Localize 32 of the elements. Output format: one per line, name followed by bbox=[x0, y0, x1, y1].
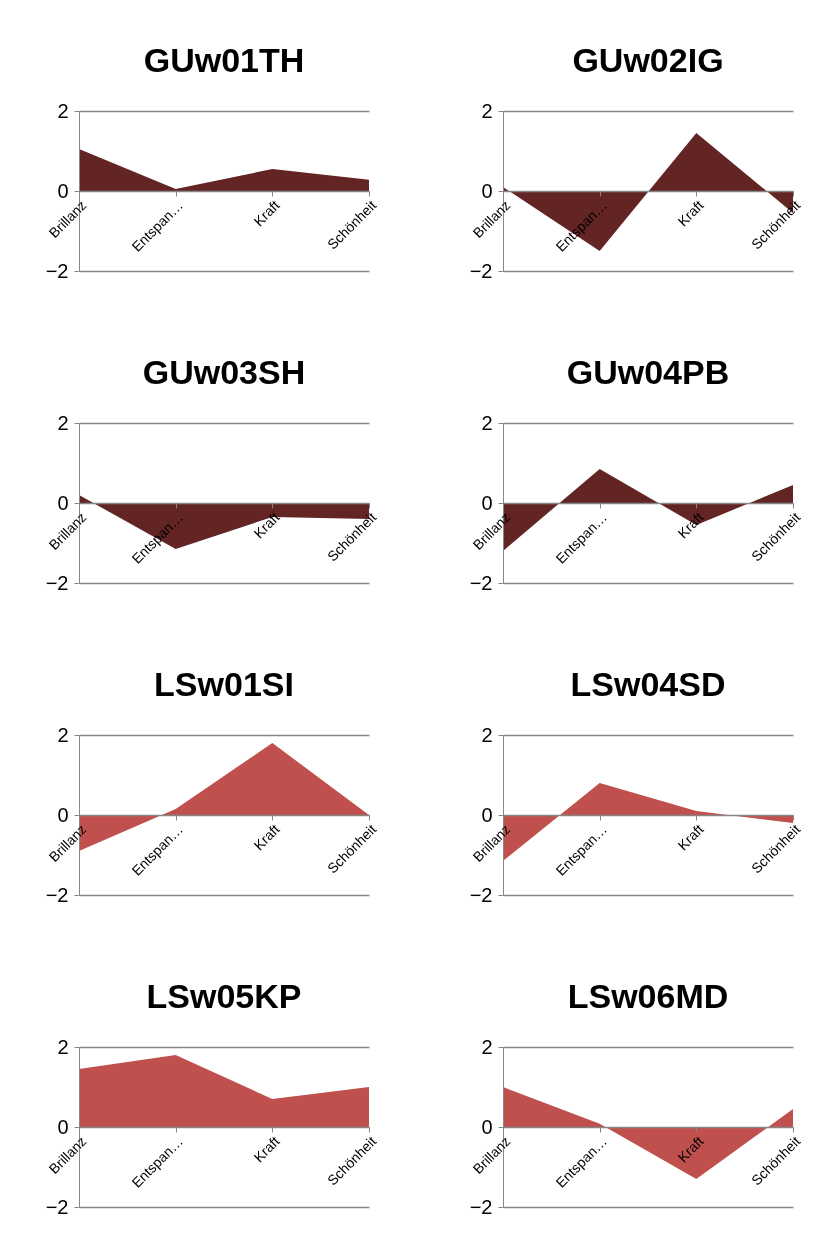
y-tick-label: 2 bbox=[57, 411, 69, 434]
y-tick-label: −2 bbox=[45, 1195, 69, 1218]
y-tick-label: 0 bbox=[481, 491, 493, 514]
y-tick-label: 2 bbox=[481, 411, 493, 434]
chart-title: GUw04PB bbox=[566, 353, 730, 391]
y-tick-label: 2 bbox=[57, 1035, 69, 1058]
y-tick-label: 0 bbox=[57, 491, 69, 514]
chart-title: GUw01TH bbox=[143, 41, 305, 79]
y-tick-label: −2 bbox=[469, 259, 493, 282]
y-tick-label: −2 bbox=[45, 571, 69, 594]
chart-title: GUw03SH bbox=[142, 353, 306, 391]
y-tick-label: 0 bbox=[57, 803, 69, 826]
chart-title: LSw01SI bbox=[154, 665, 294, 703]
y-tick-label: 2 bbox=[481, 723, 493, 746]
y-tick-label: −2 bbox=[469, 571, 493, 594]
y-tick-label: 0 bbox=[57, 1115, 69, 1138]
chart-title: LSw04SD bbox=[570, 665, 726, 703]
y-tick-label: 2 bbox=[57, 723, 69, 746]
y-tick-label: −2 bbox=[45, 883, 69, 906]
chart-title: LSw05KP bbox=[146, 977, 302, 1015]
y-tick-label: 0 bbox=[481, 803, 493, 826]
y-tick-label: 0 bbox=[481, 179, 493, 202]
chart-title: GUw02IG bbox=[572, 41, 724, 79]
y-tick-label: 0 bbox=[57, 179, 69, 202]
y-tick-label: 2 bbox=[481, 99, 493, 122]
y-tick-label: −2 bbox=[45, 259, 69, 282]
y-tick-label: 2 bbox=[57, 99, 69, 122]
chart-title: LSw06MD bbox=[567, 977, 729, 1015]
y-tick-label: −2 bbox=[469, 883, 493, 906]
y-tick-label: 2 bbox=[481, 1035, 493, 1058]
y-tick-label: 0 bbox=[481, 1115, 493, 1138]
y-tick-label: −2 bbox=[469, 1195, 493, 1218]
